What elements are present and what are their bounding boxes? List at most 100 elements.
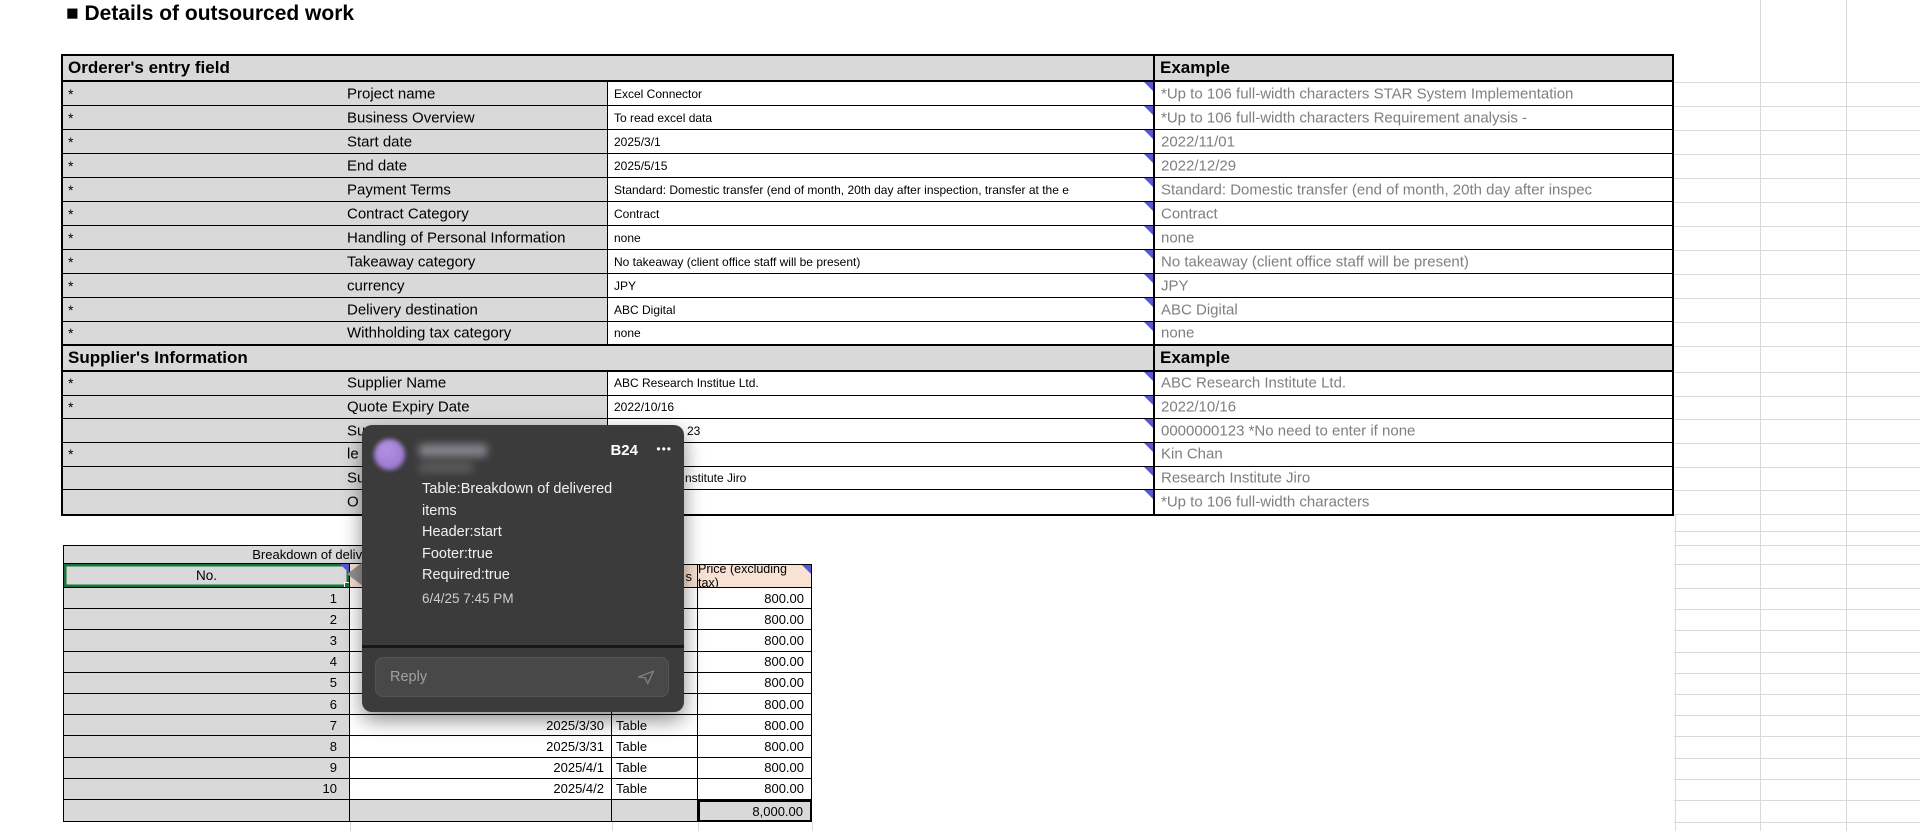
row-label-cell[interactable]: * Handling of Personal Information xyxy=(63,226,608,249)
row-label-cell[interactable]: * Withholding tax category xyxy=(63,322,608,344)
row-no-cell[interactable]: 9 xyxy=(63,757,350,779)
comment-text: Table:Breakdown of delivered items Heade… xyxy=(422,481,613,583)
row-item-cell[interactable]: Table xyxy=(612,778,698,800)
row-no-cell[interactable]: 1 xyxy=(63,588,350,610)
orderer-header-cell[interactable]: Orderer's entry field xyxy=(63,56,1155,80)
row-label-cell[interactable]: * Business Overview xyxy=(63,106,608,129)
row-example-cell[interactable]: *Up to 106 full-width characters xyxy=(1155,490,1672,514)
row-example: JPY xyxy=(1161,277,1189,294)
row-value-cell[interactable]: none xyxy=(608,322,1155,344)
row-example-cell[interactable]: 2022/12/29 xyxy=(1155,154,1672,177)
gridline xyxy=(1674,800,1920,801)
row-label-cell[interactable]: * Supplier Name xyxy=(63,372,608,395)
row-value-cell[interactable]: Excel Connector xyxy=(608,82,1155,105)
row-label-cell[interactable]: * Delivery destination xyxy=(63,298,608,321)
row-price-cell[interactable]: 800.00 xyxy=(698,672,812,694)
supplier-example-header-cell[interactable]: Example xyxy=(1155,346,1672,370)
send-icon[interactable] xyxy=(636,667,656,687)
row-label-cell[interactable]: * Payment Terms xyxy=(63,178,608,201)
row-no-cell[interactable]: 8 xyxy=(63,736,350,758)
row-price-cell[interactable]: 800.00 xyxy=(698,778,812,800)
table-row: * Contract Category Contract Contract xyxy=(63,202,1672,226)
gridline xyxy=(1674,154,1920,155)
row-date-cell[interactable]: 2025/4/1 xyxy=(350,757,612,779)
row-label-cell[interactable]: * Project name xyxy=(63,82,608,105)
row-example-cell[interactable]: none xyxy=(1155,226,1672,249)
row-example-cell[interactable]: JPY xyxy=(1155,274,1672,297)
row-value-cell[interactable]: nstitute Jiro xyxy=(608,466,1155,490)
row-price-cell[interactable]: 800.00 xyxy=(698,757,812,779)
row-price-cell[interactable]: 800.00 xyxy=(698,630,812,652)
row-value-cell[interactable] xyxy=(608,490,1155,514)
row-value-cell[interactable]: 2025/3/1 xyxy=(608,130,1155,153)
row-example-cell[interactable]: Contract xyxy=(1155,202,1672,225)
row-value: 23 xyxy=(687,423,701,438)
row-example-cell[interactable]: *Up to 106 full-width characters STAR Sy… xyxy=(1155,82,1672,105)
row-label-cell[interactable]: * Takeaway category xyxy=(63,250,608,273)
row-example-cell[interactable]: No takeaway (client office staff will be… xyxy=(1155,250,1672,273)
total-row-item-cell[interactable] xyxy=(612,800,698,822)
row-value-cell[interactable]: 23 xyxy=(608,419,1155,442)
row-no-cell[interactable]: 5 xyxy=(63,672,350,694)
reply-input[interactable]: Reply xyxy=(375,657,669,697)
comment-indicator-icon xyxy=(1144,154,1153,163)
row-example-cell[interactable]: none xyxy=(1155,322,1672,344)
row-example-cell[interactable]: *Up to 106 full-width characters Require… xyxy=(1155,106,1672,129)
row-price-cell[interactable]: 800.00 xyxy=(698,736,812,758)
row-price-cell[interactable]: 800.00 xyxy=(698,609,812,631)
row-item-cell[interactable]: Table xyxy=(612,736,698,758)
row-example-cell[interactable]: ABC Research Institute Ltd. xyxy=(1155,372,1672,395)
row-item-cell[interactable]: Table xyxy=(612,715,698,737)
price-header-cell[interactable]: Price (excluding tax) xyxy=(698,564,812,588)
row-no-cell[interactable]: 7 xyxy=(63,715,350,737)
row-value-cell[interactable]: To read excel data xyxy=(608,106,1155,129)
row-example-cell[interactable]: ABC Digital xyxy=(1155,298,1672,321)
row-date-cell[interactable]: 2025/4/2 xyxy=(350,778,612,800)
row-example-cell[interactable]: 2022/11/01 xyxy=(1155,130,1672,153)
row-no-cell[interactable]: 4 xyxy=(63,651,350,673)
row-item-cell[interactable]: Table xyxy=(612,757,698,779)
row-value-cell[interactable]: No takeaway (client office staff will be… xyxy=(608,250,1155,273)
row-label-cell[interactable]: * Contract Category xyxy=(63,202,608,225)
supplier-header-cell[interactable]: Supplier's Information xyxy=(63,346,1155,370)
required-asterisk: * xyxy=(68,446,74,463)
row-example-cell[interactable]: Research Institute Jiro xyxy=(1155,466,1672,490)
row-price-cell[interactable]: 800.00 xyxy=(698,715,812,737)
row-value-cell[interactable]: Standard: Domestic transfer (end of mont… xyxy=(608,178,1155,201)
row-label-cell[interactable]: * Start date xyxy=(63,130,608,153)
total-price-cell[interactable]: 8,000.00 xyxy=(698,800,812,822)
row-example-cell[interactable]: 0000000123 *No need to enter if none xyxy=(1155,419,1672,442)
row-value: 2025/5/15 xyxy=(614,158,668,173)
row-price-cell[interactable]: 800.00 xyxy=(698,694,812,716)
row-value-cell[interactable]: JPY xyxy=(608,274,1155,297)
row-no-cell[interactable]: 10 xyxy=(63,778,350,800)
row-price-cell[interactable]: 800.00 xyxy=(698,588,812,610)
row-no-cell[interactable]: 2 xyxy=(63,609,350,631)
row-date-cell[interactable]: 2025/3/30 xyxy=(350,715,612,737)
row-value-cell[interactable]: ABC Digital xyxy=(608,298,1155,321)
row-example-cell[interactable]: Standard: Domestic transfer (end of mont… xyxy=(1155,178,1672,201)
row-value-cell[interactable] xyxy=(608,443,1155,466)
row-value-cell[interactable]: none xyxy=(608,226,1155,249)
row-value-cell[interactable]: ABC Research Institue Ltd. xyxy=(608,372,1155,395)
row-date-cell[interactable]: 2025/3/31 xyxy=(350,736,612,758)
table-row: * Takeaway category No takeaway (client of… xyxy=(63,250,1672,274)
table-row: * End date 2025/5/15 2022/12/29 xyxy=(63,154,1672,178)
row-value-cell[interactable]: 2022/10/16 xyxy=(608,395,1155,419)
row-label-cell[interactable]: * End date xyxy=(63,154,608,177)
total-row-date-cell[interactable] xyxy=(350,800,612,822)
total-row-no-cell[interactable] xyxy=(63,800,350,822)
example-header-cell[interactable]: Example xyxy=(1155,56,1672,80)
selection-fill-handle[interactable] xyxy=(344,582,349,587)
row-no-cell[interactable]: 3 xyxy=(63,630,350,652)
more-options-icon[interactable]: ••• xyxy=(656,442,672,456)
row-label-cell[interactable]: * currency xyxy=(63,274,608,297)
row-value-cell[interactable]: 2025/5/15 xyxy=(608,154,1155,177)
no-header-cell-selected[interactable]: No. xyxy=(63,564,350,588)
row-example-cell[interactable]: 2022/10/16 xyxy=(1155,395,1672,419)
row-no-cell[interactable]: 6 xyxy=(63,694,350,716)
row-price-cell[interactable]: 800.00 xyxy=(698,651,812,673)
row-example-cell[interactable]: Kin Chan xyxy=(1155,443,1672,466)
row-label-cell[interactable]: * Quote Expiry Date xyxy=(63,395,608,419)
row-value-cell[interactable]: Contract xyxy=(608,202,1155,225)
